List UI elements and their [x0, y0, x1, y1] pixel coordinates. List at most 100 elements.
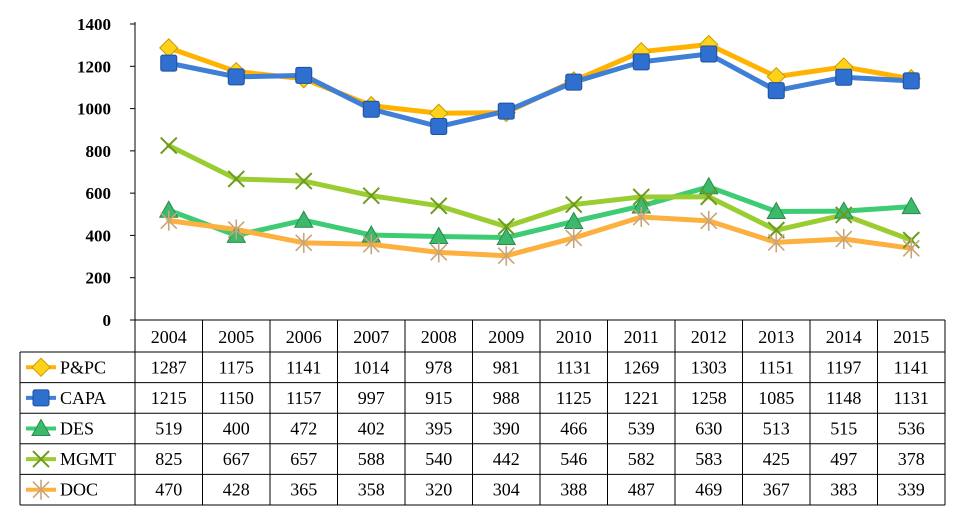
triangle-marker	[901, 196, 922, 215]
data-table: 2004 2005 2006 2007 2008 2009 2010 2011 2012 2013…	[19, 319, 946, 506]
data-label: 583	[695, 449, 722, 469]
data-label: 588	[358, 449, 385, 469]
data-label: 469	[695, 480, 722, 500]
triangle-marker	[698, 176, 719, 195]
x-tick-label: 2005	[218, 327, 254, 347]
y-tick-label: 1200	[77, 57, 111, 76]
data-label: 1085	[758, 388, 794, 408]
data-label: 388	[560, 480, 587, 500]
data-label: 657	[290, 449, 317, 469]
square-marker	[362, 100, 380, 118]
series-points-capa	[160, 45, 920, 136]
square-marker	[565, 73, 583, 91]
x-marker	[497, 217, 515, 236]
data-label: 442	[493, 449, 520, 469]
x-tick-label: 2015	[893, 327, 929, 347]
data-label: 1131	[894, 388, 929, 408]
legend-label: P&PC	[60, 357, 106, 377]
x-marker	[430, 197, 448, 215]
square-marker	[902, 72, 920, 90]
data-label: 339	[898, 480, 925, 500]
data-label: 400	[223, 419, 250, 439]
data-label: 1215	[151, 388, 187, 408]
table-row-capa: CAPA 1215 1150 1157 997 915 988 1125 1221 1258 108…	[26, 388, 929, 408]
legend-key-marker	[32, 450, 50, 468]
data-label: 1157	[286, 388, 321, 408]
x-tick-label: 2014	[826, 327, 862, 347]
y-tick-label: 200	[86, 269, 112, 288]
data-label: 472	[290, 419, 317, 439]
data-label: 915	[425, 388, 452, 408]
data-label: 1151	[759, 357, 794, 377]
series-line-doc	[166, 214, 914, 259]
series-points-doc	[160, 207, 920, 266]
data-label: 1131	[556, 357, 591, 377]
triangle-marker	[496, 227, 517, 246]
asterisk-marker	[362, 234, 380, 255]
data-label: 390	[493, 419, 520, 439]
square-marker	[835, 68, 853, 86]
series-points-p-pc	[159, 34, 921, 123]
data-label: 536	[898, 419, 925, 439]
legend-key-marker	[32, 479, 50, 500]
series-line-des	[166, 184, 914, 241]
data-label: 365	[290, 480, 317, 500]
data-label: 540	[425, 449, 452, 469]
x-marker	[632, 188, 650, 206]
table-row-doc: DOC 470 428 365 358 320 304 388 487 469 367 383 339	[26, 479, 925, 500]
y-tick-label: 1000	[77, 100, 111, 119]
square-marker	[767, 82, 785, 100]
asterisk-marker	[430, 242, 448, 263]
legend-key-marker	[31, 357, 51, 378]
x-tick-label: 2010	[556, 327, 592, 347]
data-label: 667	[223, 449, 250, 469]
data-label: 402	[358, 419, 385, 439]
x-tick-label: 2013	[758, 327, 794, 347]
asterisk-marker	[902, 238, 920, 259]
square-marker	[430, 118, 448, 136]
series-markers	[158, 34, 922, 266]
series-line-p-pc	[166, 42, 914, 116]
x-tick-label: 2011	[624, 327, 659, 347]
data-label: 1150	[219, 388, 254, 408]
data-label: 978	[425, 357, 452, 377]
data-label: 425	[763, 449, 790, 469]
x-marker	[362, 186, 380, 205]
x-marker	[295, 172, 313, 190]
data-label: 988	[493, 388, 520, 408]
x-tick-label: 2012	[691, 327, 727, 347]
data-label: 1175	[219, 357, 254, 377]
legend-key-marker	[31, 418, 51, 436]
y-tick-label: 400	[86, 226, 112, 245]
square-marker	[227, 68, 245, 86]
legend-label: MGMT	[60, 449, 116, 469]
square-marker	[295, 66, 313, 84]
x-tick-label: 2007	[353, 327, 389, 347]
x-marker	[767, 221, 785, 239]
data-label: 367	[763, 480, 790, 500]
legend-label: CAPA	[60, 388, 106, 408]
data-label: 997	[358, 388, 385, 408]
data-label: 395	[425, 419, 452, 439]
data-label: 630	[695, 419, 722, 439]
x-marker	[565, 195, 583, 214]
data-label: 1258	[691, 388, 727, 408]
data-label: 304	[493, 480, 520, 500]
data-label: 519	[155, 419, 182, 439]
data-label: 378	[898, 449, 925, 469]
data-label: 358	[358, 480, 385, 500]
x-tick-label: 2009	[488, 327, 524, 347]
y-tick-label: 0	[103, 311, 112, 330]
data-label: 1221	[623, 388, 659, 408]
asterisk-marker	[700, 210, 718, 231]
data-label: 1141	[894, 357, 929, 377]
table-row-mgmt: MGMT 825 667 657 588 540 442 546 582 583 425 497 378	[26, 449, 925, 469]
data-label: 1141	[286, 357, 321, 377]
data-label: 515	[830, 419, 857, 439]
data-label: 1287	[151, 357, 187, 377]
data-label: 546	[560, 449, 587, 469]
square-marker	[497, 102, 515, 120]
data-label: 1148	[826, 388, 861, 408]
y-tick-label: 800	[86, 142, 112, 161]
